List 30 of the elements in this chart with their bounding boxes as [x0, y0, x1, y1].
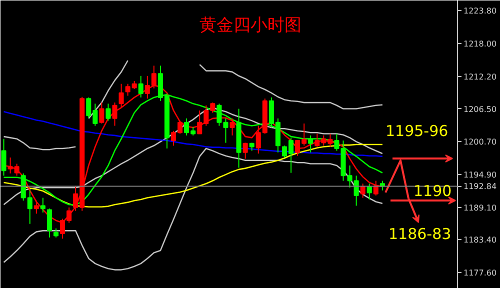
- y-tick-label: 1183.40: [464, 236, 497, 245]
- y-tick-label: 1206.50: [464, 104, 497, 114]
- ref-line-label: 1192.84: [464, 182, 497, 192]
- line-series: [3, 110, 384, 158]
- candlestick: [99, 102, 104, 124]
- candlestick: [106, 103, 111, 122]
- y-tick-label: 1189.10: [464, 203, 497, 212]
- y-tick-label: 1177.60: [464, 268, 497, 278]
- y-tick-label: 1212.20: [464, 72, 497, 82]
- annotation: 1190: [414, 182, 452, 200]
- candlestick: [242, 142, 248, 160]
- candlestick: [40, 197, 46, 214]
- y-tick-label: 1223.80: [464, 6, 497, 16]
- candlestick: [46, 208, 52, 238]
- candlestick: [138, 75, 144, 98]
- annotation: 1195-96: [386, 122, 448, 140]
- y-tick-label: 1218.00: [464, 40, 497, 49]
- candlestick: [112, 102, 118, 126]
- candlestick: [53, 228, 59, 238]
- candlestick: [360, 183, 366, 198]
- y-tick-label: 1200.70: [464, 138, 497, 147]
- candlestick: [373, 180, 378, 196]
- candlestick: [366, 183, 372, 200]
- annotation: 1186-83: [388, 225, 452, 243]
- candlestick: [34, 200, 39, 214]
- candlestick: [230, 118, 235, 136]
- candlestick: [308, 134, 314, 153]
- y-tick-label: 1194.90: [464, 170, 497, 180]
- text: 黄金四小时图: [200, 16, 302, 36]
- line-series: [3, 148, 384, 270]
